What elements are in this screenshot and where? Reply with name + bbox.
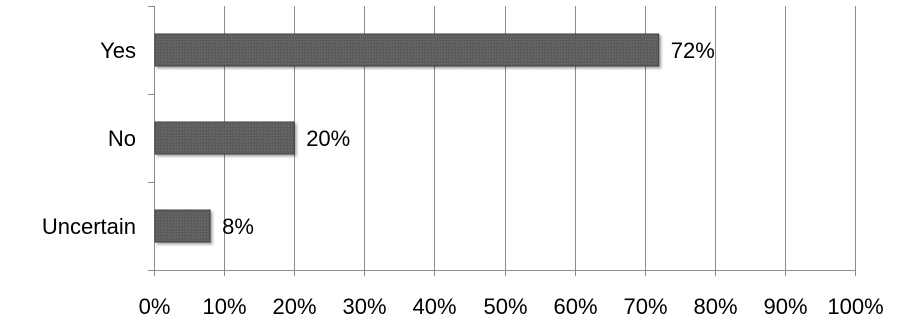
bar-no <box>154 121 295 155</box>
value-label-yes: 72% <box>671 38 715 63</box>
x-tick-label-60: 60% <box>553 294 597 319</box>
category-label-uncertain: Uncertain <box>42 214 136 239</box>
labels: 0% 10% 20% 30% 40% 50% 60% 70% 80% 90% 100% Yes 72% N… <box>42 38 884 319</box>
x-tick-label-10: 10% <box>202 294 246 319</box>
value-label-no: 20% <box>306 126 350 151</box>
x-tick-label-50: 50% <box>483 294 527 319</box>
x-tick-label-80: 80% <box>693 294 737 319</box>
value-label-uncertain: 8% <box>222 214 254 239</box>
x-tick-label-0: 0% <box>139 294 171 319</box>
bars <box>154 33 660 243</box>
x-tick-label-70: 70% <box>623 294 667 319</box>
bar-uncertain <box>154 209 211 243</box>
category-label-no: No <box>108 126 136 151</box>
x-tick-label-20: 20% <box>272 294 316 319</box>
category-label-yes: Yes <box>100 38 136 63</box>
x-tick-label-40: 40% <box>412 294 456 319</box>
x-tick-label-100: 100% <box>827 294 883 319</box>
bar-yes <box>154 33 660 67</box>
x-tick-label-90: 90% <box>763 294 807 319</box>
x-tick-label-30: 30% <box>342 294 386 319</box>
